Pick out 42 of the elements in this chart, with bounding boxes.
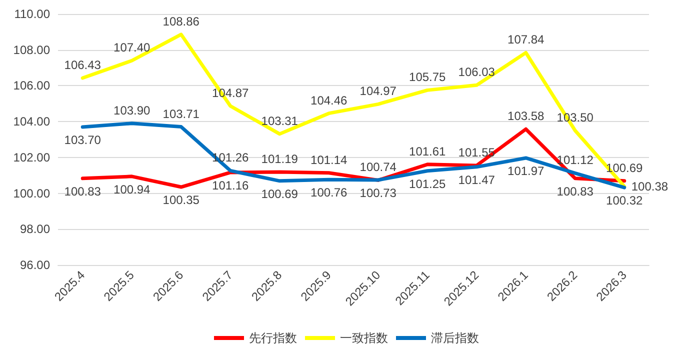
- data-label: 101.61: [409, 144, 446, 158]
- data-label: 105.75: [409, 70, 446, 84]
- data-label: 101.12: [556, 153, 594, 168]
- data-label: 101.16: [212, 178, 250, 192]
- data-label: 103.70: [64, 132, 102, 147]
- y-tick-label: 102.00: [13, 150, 50, 164]
- data-label: 100.38: [631, 179, 668, 194]
- data-label: 104.97: [360, 84, 397, 98]
- data-label: 103.31: [261, 114, 298, 128]
- data-label: 100.69: [261, 186, 298, 201]
- data-label: 101.19: [261, 152, 298, 166]
- data-label: 100.32: [606, 194, 644, 208]
- y-tick-label: 110.00: [14, 7, 50, 21]
- y-tick-label: 98.00: [20, 222, 50, 236]
- data-label: 103.71: [162, 106, 200, 121]
- data-label: 104.46: [310, 93, 348, 108]
- legend-label: 一致指数: [340, 331, 388, 345]
- data-label: 107.40: [114, 40, 151, 55]
- data-label: 101.14: [310, 152, 348, 167]
- y-tick-label: 106.00: [13, 78, 50, 93]
- data-label: 103.90: [114, 103, 151, 118]
- data-label: 107.84: [508, 32, 545, 47]
- data-label: 100.83: [556, 184, 594, 198]
- data-label: 108.86: [162, 14, 200, 28]
- y-tick-label: 100.00: [13, 186, 50, 200]
- data-label: 103.58: [508, 109, 545, 124]
- data-label: 100.83: [64, 184, 102, 198]
- data-label: 106.03: [458, 65, 496, 80]
- data-label: 106.43: [64, 58, 102, 72]
- data-label: 101.97: [508, 164, 545, 178]
- data-label: 100.76: [310, 186, 348, 200]
- legend-label: 先行指数: [249, 331, 297, 345]
- data-label: 100.73: [360, 186, 397, 200]
- y-tick-label: 104.00: [13, 114, 50, 129]
- data-label: 101.25: [409, 176, 446, 191]
- data-label: 101.47: [458, 172, 496, 187]
- data-label: 100.35: [162, 193, 200, 208]
- data-label: 100.94: [114, 182, 151, 196]
- data-label: 100.74: [360, 160, 397, 174]
- legend-label: 滞后指数: [431, 331, 479, 345]
- y-tick-label: 96.00: [20, 258, 50, 272]
- y-tick-label: 108.00: [13, 42, 50, 57]
